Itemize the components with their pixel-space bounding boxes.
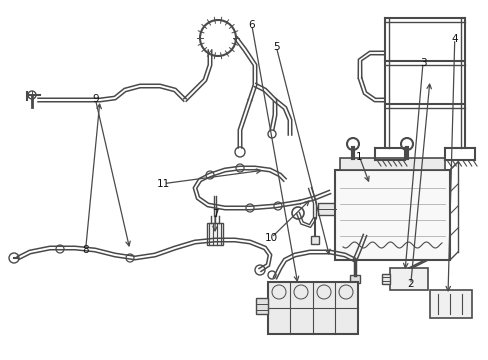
Bar xyxy=(267,282,357,334)
Text: 5: 5 xyxy=(272,42,279,52)
Bar xyxy=(334,170,449,260)
Text: 11: 11 xyxy=(157,179,170,189)
Text: 7: 7 xyxy=(211,209,218,219)
Bar xyxy=(317,203,335,215)
Bar xyxy=(339,158,444,170)
Text: 8: 8 xyxy=(82,245,89,255)
Bar xyxy=(206,223,223,245)
Bar xyxy=(256,298,267,314)
Bar xyxy=(429,290,471,318)
Bar xyxy=(381,274,389,284)
Text: 4: 4 xyxy=(450,34,457,44)
Text: 3: 3 xyxy=(419,58,426,68)
Text: 9: 9 xyxy=(92,94,99,104)
Bar xyxy=(349,275,359,283)
Bar xyxy=(310,236,318,244)
Text: 1: 1 xyxy=(355,152,362,162)
Text: 6: 6 xyxy=(248,20,255,30)
Text: 10: 10 xyxy=(264,233,277,243)
Text: 2: 2 xyxy=(407,279,413,289)
Bar xyxy=(389,268,427,290)
